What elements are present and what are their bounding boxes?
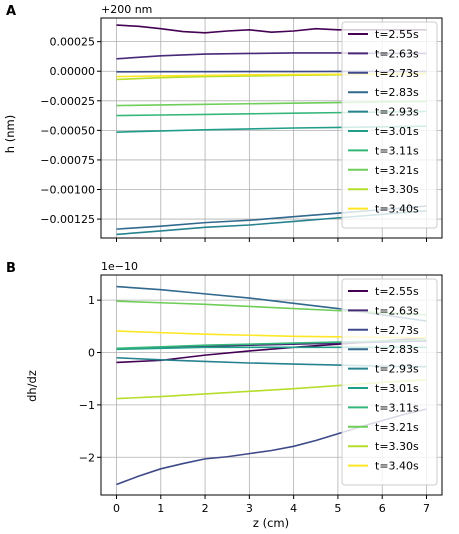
legend-label-a-7: t=3.21s — [375, 164, 419, 177]
y-tick-label-a: −0.00075 — [40, 154, 95, 167]
legend-label-a-4: t=2.93s — [375, 106, 419, 119]
legend-label-b-5: t=3.01s — [375, 382, 419, 395]
legend-label-b-2: t=2.73s — [375, 324, 419, 337]
legend-label-b-3: t=2.83s — [375, 343, 419, 356]
y-tick-label-b: 0 — [88, 347, 95, 360]
x-tick-label-b: 3 — [246, 502, 253, 515]
y-tick-label-a: 0.00000 — [50, 65, 96, 78]
legend-label-a-8: t=3.30s — [375, 183, 419, 196]
panel-letter-b: B — [6, 261, 16, 276]
y-tick-label-b: −2 — [79, 451, 95, 464]
y-tick-label-a: −0.00025 — [40, 95, 95, 108]
y-axis-label-b: dh/dz — [25, 370, 39, 402]
y-tick-label-a: −0.00125 — [40, 213, 95, 226]
panel-a: A +200 nm h (nm) 0.00025 0.00000 −0.00025 −… — [3, 3, 443, 242]
legend-label-b-0: t=2.55s — [375, 285, 419, 298]
offset-label-b: 1e−10 — [101, 260, 138, 273]
plot-frame-a — [100, 17, 443, 239]
x-tick-label-b: 2 — [202, 502, 209, 515]
legend-label-b-9: t=3.40s — [375, 460, 419, 473]
x-axis-label-b: z (cm) — [253, 516, 289, 530]
panel-letter-a: A — [6, 4, 16, 19]
y-tick-label-a: −0.00050 — [40, 124, 95, 137]
legend-label-a-9: t=3.40s — [375, 203, 419, 216]
y-axis-label-a: h (nm) — [3, 115, 17, 153]
y-tick-label-b: −1 — [79, 399, 95, 412]
legend-label-a-2: t=2.73s — [375, 67, 419, 80]
legend-label-a-0: t=2.55s — [375, 28, 419, 41]
x-tick-label-b: 7 — [423, 502, 430, 515]
offset-label-a: +200 nm — [101, 3, 152, 16]
plot-frame-b — [100, 274, 443, 496]
x-tick-label-b: 1 — [157, 502, 164, 515]
y-tick-label-a: −0.00100 — [40, 184, 95, 197]
y-tick-label-a: 0.00025 — [50, 36, 96, 49]
legend-label-a-3: t=2.83s — [375, 86, 419, 99]
legend-label-b-7: t=3.21s — [375, 421, 419, 434]
x-tick-label-b: 5 — [334, 502, 341, 515]
legend-label-b-4: t=2.93s — [375, 363, 419, 376]
panel-b: B 1e−10 dh/dz z (cm) 0 1 2 3 4 5 6 7 1 0 −1 −2 t=2.5… — [6, 260, 443, 530]
legend-label-b-1: t=2.63s — [375, 304, 419, 317]
legend-label-a-5: t=3.01s — [375, 125, 419, 138]
x-tick-label-b: 6 — [379, 502, 386, 515]
legend-label-a-6: t=3.11s — [375, 144, 419, 157]
legend-label-b-6: t=3.11s — [375, 401, 419, 414]
x-tick-label-b: 0 — [113, 502, 120, 515]
y-tick-label-b: 1 — [88, 294, 95, 307]
legend-label-a-1: t=2.63s — [375, 47, 419, 60]
x-tick-label-b: 4 — [290, 502, 297, 515]
legend-label-b-8: t=3.30s — [375, 440, 419, 453]
